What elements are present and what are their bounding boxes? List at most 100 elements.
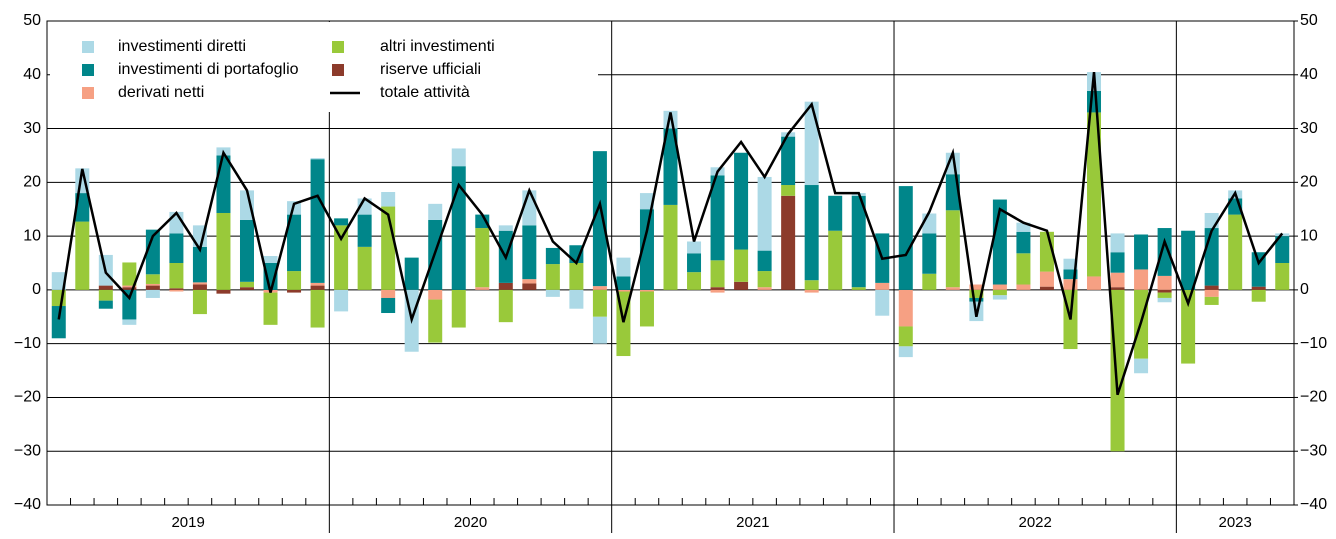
bar-segment [639, 193, 654, 210]
y-tick-label: 50 [23, 12, 41, 29]
y2-tick-label: 50 [1300, 12, 1318, 29]
bar-segment [1157, 228, 1172, 276]
bar-segment [145, 285, 160, 290]
y2-tick-label: 0 [1300, 281, 1309, 298]
bar-segment [404, 257, 419, 290]
bar-segment [428, 299, 443, 343]
bar-segment [1087, 276, 1102, 290]
bar-segment [1157, 289, 1172, 293]
bar-segment [216, 155, 231, 213]
bar-segment [734, 281, 749, 290]
legend-label: investimenti di portafoglio [118, 61, 299, 78]
legend-label: altri investimenti [380, 38, 495, 55]
bar-segment [169, 289, 184, 292]
year-label: 2022 [1019, 514, 1052, 531]
bar-segment [545, 247, 560, 265]
bar-segment [1181, 289, 1196, 364]
y-tick-label: 10 [23, 227, 41, 244]
bar-segment [51, 272, 66, 290]
bar-segment [710, 260, 725, 288]
legend-swatch [332, 64, 344, 76]
bar-segment [639, 209, 654, 290]
bar-segment [1087, 112, 1102, 277]
bar-segment [98, 300, 113, 309]
y2-tick-label: 10 [1300, 227, 1318, 244]
bar-segment [239, 287, 254, 290]
bar-segment [1275, 236, 1290, 263]
bar-segment [734, 152, 749, 250]
bar-segment [334, 218, 349, 226]
bar-segment [1157, 297, 1172, 303]
bar-segment [828, 230, 843, 290]
y-tick-label: −30 [14, 442, 41, 459]
bar-segment [498, 289, 513, 323]
bar-segment [1157, 275, 1172, 290]
bar-segment [310, 159, 325, 283]
bar-segment [475, 287, 490, 290]
bar-segment [1251, 286, 1266, 290]
bar-segment [263, 256, 278, 263]
bar-segment [428, 203, 443, 220]
bar-segment [1016, 231, 1031, 254]
bar-segment [498, 282, 513, 290]
bar-segment [898, 346, 913, 358]
bar-segment [216, 212, 231, 290]
bar-segment [75, 221, 90, 290]
bar-segment [1110, 287, 1125, 290]
y2-tick-label: 20 [1300, 174, 1318, 191]
bar-segment [545, 289, 560, 297]
bar-segment [687, 272, 702, 290]
bar-segment [1063, 269, 1078, 280]
bar-segment [239, 281, 254, 288]
bar-segment [710, 287, 725, 290]
y2-tick-label: 30 [1300, 120, 1318, 137]
bar-segment [169, 288, 184, 290]
bar-segment [734, 249, 749, 282]
bar-segment [757, 176, 772, 251]
y-tick-label: −40 [14, 496, 41, 513]
bar-segment [969, 289, 984, 298]
total-line [57, 71, 1284, 396]
bar-segment [898, 186, 913, 290]
bar-segment [475, 214, 490, 229]
bar-segment [1039, 286, 1054, 290]
bar-segment [51, 306, 66, 339]
bar-segment [287, 214, 302, 272]
bar-segment [122, 319, 137, 325]
bar-segment [310, 289, 325, 328]
bar-segment [1204, 289, 1219, 297]
bar-segment [1228, 214, 1243, 290]
bar-segment [1016, 253, 1031, 285]
bar-segment [592, 316, 607, 344]
bar-segment [122, 287, 137, 290]
bar-segment [851, 195, 866, 288]
year-label: 2021 [736, 514, 769, 531]
y-tick-label: −10 [14, 335, 41, 352]
bar-segment [804, 101, 819, 186]
bar-segment [1204, 296, 1219, 305]
bar-segment [1016, 222, 1031, 232]
bar-segment [1157, 292, 1172, 298]
bar-segment [169, 263, 184, 289]
legend-label: totale attività [380, 84, 470, 101]
bar-segment [145, 274, 160, 284]
bar-segment [828, 195, 843, 231]
bar-segment [851, 287, 866, 290]
bar-segment [357, 214, 372, 247]
y-tick-label: 40 [23, 66, 41, 83]
bar-segment [145, 229, 160, 275]
bar-segment [569, 263, 584, 290]
bar-segment [216, 289, 231, 294]
bar-segment [75, 193, 90, 222]
legend-label: derivati netti [118, 84, 204, 101]
bar-segment [969, 284, 984, 290]
bar-segment [945, 287, 960, 290]
legend-swatch [82, 64, 94, 76]
bar-segment [992, 289, 1007, 296]
bar-segment [992, 295, 1007, 300]
bar-segment [592, 286, 607, 290]
bar-segment [992, 284, 1007, 290]
bar-segment [639, 291, 654, 327]
bar-segment [263, 292, 278, 325]
